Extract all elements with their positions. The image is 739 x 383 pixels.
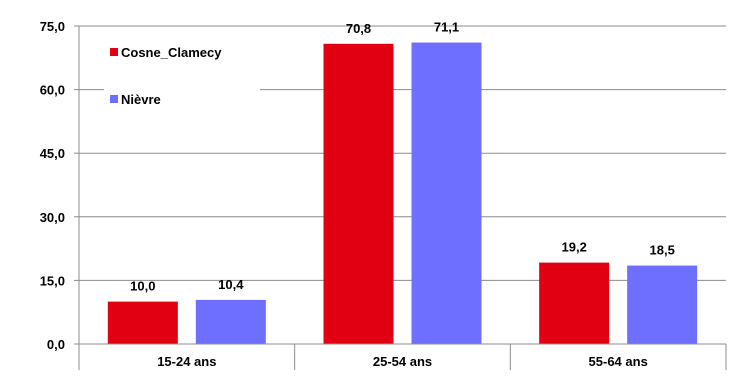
data-label-cosne-clamecy-1: 70,8 <box>346 21 371 36</box>
y-tick-label-5: 75,0 <box>40 19 65 34</box>
legend-label-nievre: Nièvre <box>121 92 161 107</box>
legend-swatch-nievre <box>110 95 118 103</box>
y-tick-label-3: 45,0 <box>40 146 65 161</box>
y-tick-label-2: 30,0 <box>40 210 65 225</box>
legend: Cosne_Clamecy Nièvre <box>104 36 260 126</box>
legend-background <box>104 36 260 126</box>
data-label-cosne-clamecy-0: 10,0 <box>130 279 155 294</box>
data-label-nievre-1: 71,1 <box>434 20 459 35</box>
legend-label-cosne-clamecy: Cosne_Clamecy <box>121 45 222 60</box>
bar-nievre-0 <box>195 299 266 344</box>
x-tick-label-0: 15-24 ans <box>157 354 216 369</box>
bar-cosne-clamecy-0 <box>107 301 178 344</box>
bar-nievre-2 <box>627 265 698 344</box>
bars <box>107 42 698 345</box>
y-tick-label-1: 15,0 <box>40 273 65 288</box>
axes: 0,0 15,0 30,0 45,0 60,0 75,0 15-24 ans 25-54 an… <box>40 19 727 370</box>
data-label-nievre-0: 10,4 <box>218 277 244 292</box>
data-label-nievre-2: 18,5 <box>650 243 675 258</box>
bar-cosne-clamecy-2 <box>539 262 610 344</box>
y-tick-label-4: 60,0 <box>40 83 65 98</box>
x-tick-label-1: 25-54 ans <box>373 354 432 369</box>
bar-cosne-clamecy-1 <box>323 43 394 345</box>
data-label-cosne-clamecy-2: 19,2 <box>562 240 587 255</box>
bar-nievre-1 <box>411 42 482 344</box>
x-tick-label-2: 55-64 ans <box>589 354 648 369</box>
labels: 10,0 10,4 70,8 71,1 19,2 18,5 <box>130 20 675 294</box>
legend-swatch-cosne-clamecy <box>110 48 118 56</box>
y-tick-label-0: 0,0 <box>47 337 65 352</box>
